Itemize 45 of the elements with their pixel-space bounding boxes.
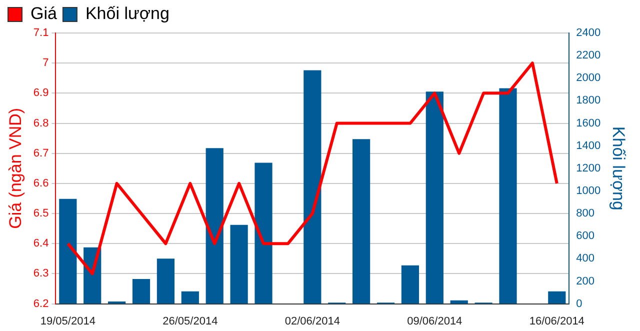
y-tick-label: 6.8	[33, 117, 49, 130]
bar	[426, 92, 444, 304]
legend-label: Khối lượng	[85, 4, 170, 24]
x-tick-label: 26/05/2014	[162, 315, 218, 328]
y2-tick-label: 800	[576, 208, 594, 220]
bar	[59, 198, 77, 304]
y2-tick-label: 1600	[576, 117, 601, 130]
bar	[156, 258, 175, 304]
x-tick-label: 09/06/2014	[407, 315, 462, 328]
y-tick-label: 6.4	[33, 238, 49, 250]
y-axis-title: Giá (ngàn VND)	[6, 108, 25, 229]
y-tick-label: 6.5	[33, 208, 49, 220]
y-tick-label: 6.3	[33, 268, 49, 280]
bar	[230, 224, 248, 304]
y2-axis-title: Khối lượng	[609, 126, 628, 210]
y2-tick-label: 2000	[576, 72, 601, 84]
y-tick-label: 6.6	[33, 177, 49, 190]
y-tick-label: 6.7	[33, 147, 49, 160]
bar	[304, 70, 322, 304]
y2-tick-label: 1400	[576, 140, 601, 152]
bar	[548, 291, 566, 304]
y2-tick-label: 2200	[576, 50, 601, 62]
y-tick-label: 6.9	[33, 87, 49, 100]
y2-tick-label: 600	[576, 230, 594, 242]
x-tick-label: 19/05/2014	[40, 315, 96, 328]
y2-tick-label: 400	[576, 252, 594, 265]
legend-label: Giá	[30, 4, 58, 24]
bar	[206, 148, 224, 304]
y-tick-label: 7	[42, 57, 49, 70]
bar	[499, 88, 517, 304]
y2-tick-label: 0	[576, 298, 582, 310]
bar	[401, 265, 420, 304]
y2-tick-label: 1200	[576, 162, 601, 174]
bar	[254, 162, 272, 304]
y2-tick-label: 1000	[576, 185, 601, 197]
bar	[132, 278, 150, 304]
bar	[181, 291, 199, 304]
y-tick-label: 6.2	[33, 298, 49, 310]
x-tick-label: 02/06/2014	[284, 315, 340, 328]
y2-tick-label: 200	[576, 275, 594, 288]
y-tick-label: 7.1	[33, 27, 49, 40]
y2-tick-label: 2400	[576, 27, 601, 40]
x-tick-label: 16/06/2014	[529, 315, 584, 328]
bar	[352, 139, 370, 304]
y2-tick-label: 1800	[576, 94, 601, 107]
